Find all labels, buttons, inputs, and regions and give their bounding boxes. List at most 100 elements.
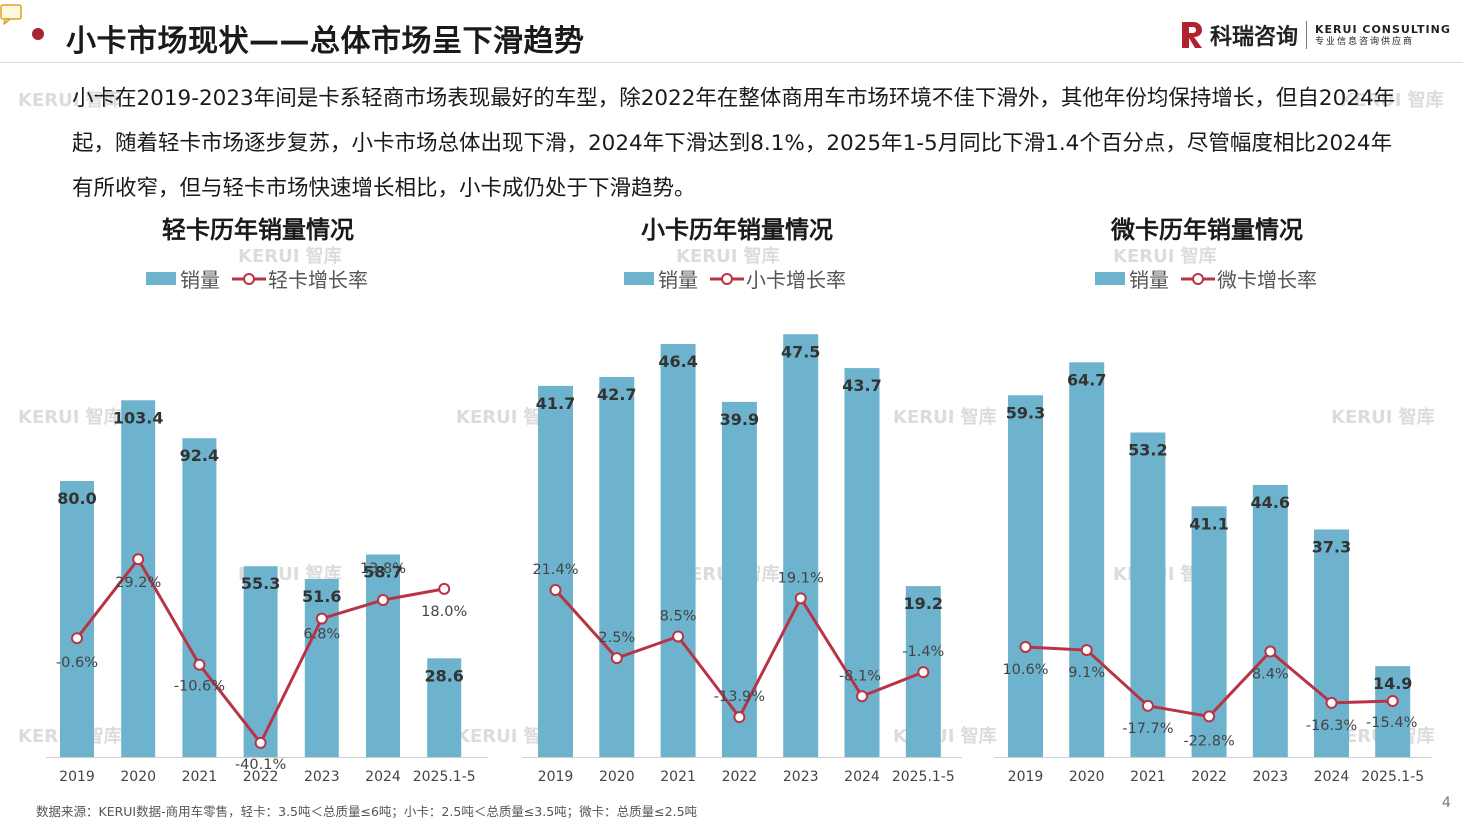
growth-rate-label: -0.6% (56, 655, 98, 671)
growth-rate-point (794, 592, 807, 605)
x-tick-label: 2019 (1008, 769, 1044, 785)
growth-rate-point (1080, 644, 1093, 657)
growth-rate-point (856, 690, 868, 703)
bar-value-label: 53.2 (1128, 440, 1167, 459)
growth-rate-label: -22.8% (1183, 733, 1234, 749)
bar-value-label: 41.1 (1189, 514, 1228, 533)
growth-rate-point (1019, 640, 1032, 653)
header-divider (0, 62, 1463, 63)
bar-value-label: 37.3 (1312, 537, 1351, 556)
bar-value-label: 39.9 (720, 410, 759, 429)
legend-label-sales: 销量 (658, 268, 698, 292)
legend-bar-swatch (1095, 272, 1125, 285)
chart-title-mini-truck: 微卡历年销量情况 (1111, 216, 1303, 244)
bar-value-label: 19.2 (904, 594, 943, 613)
sales-bar (366, 554, 400, 757)
growth-rate-label: 21.4% (532, 562, 578, 578)
legend-label-sales: 销量 (1129, 268, 1169, 292)
sales-bar (182, 438, 217, 757)
sales-bar (1252, 484, 1288, 757)
growth-rate-label: 10.6% (1002, 662, 1048, 678)
growth-rate-label: 29.2% (115, 575, 161, 591)
growth-rate-label: -1.4% (902, 644, 944, 660)
kerui-logo-mark (1182, 22, 1202, 48)
growth-rate-point (549, 584, 562, 597)
growth-rate-label: 8.4% (1252, 667, 1289, 683)
x-tick-label: 2021 (1130, 769, 1166, 785)
legend-bar-swatch (624, 272, 654, 285)
legend-label-growth: 轻卡增长率 (268, 268, 368, 292)
growth-rate-point (193, 658, 206, 671)
sales-bar (1375, 666, 1411, 757)
legend-line-swatch (232, 272, 266, 285)
growth-rate-label: -15.4% (1366, 715, 1417, 731)
legend-line-swatch (710, 272, 744, 285)
bar-value-label: 44.6 (1251, 493, 1290, 512)
x-tick-label: 2020 (599, 769, 635, 785)
growth-rate-point (132, 553, 145, 566)
growth-rate-label: 13.8% (360, 561, 406, 577)
x-tick-label: 2021 (660, 769, 696, 785)
x-tick-label: 2019 (538, 769, 574, 785)
bar-value-label: 51.6 (302, 587, 341, 606)
growth-rate-label: -16.3% (1306, 718, 1357, 734)
page-number: 4 (1442, 795, 1451, 811)
bar-value-label: 58.7 (363, 562, 402, 581)
growth-rate-point (71, 632, 83, 645)
growth-rate-point (1141, 699, 1154, 712)
bar-value-label: 42.7 (597, 385, 636, 404)
sales-bar (1069, 362, 1105, 757)
growth-rate-point (1203, 710, 1216, 723)
x-tick-label: 2022 (243, 769, 279, 785)
x-tick-label: 2022 (1191, 769, 1227, 785)
logo-english-line2: 专业信息咨询供应商 (1315, 36, 1415, 47)
sales-bar (1008, 395, 1043, 757)
x-tick-label: 2023 (1252, 769, 1288, 785)
x-tick-label: 2021 (182, 769, 218, 785)
chart-title-light-truck: 轻卡历年销量情况 (162, 216, 354, 244)
growth-rate-label: 19.1% (778, 570, 824, 586)
legend-light-truck: 销量 轻卡增长率 (146, 264, 368, 293)
bar-value-label: 14.9 (1373, 674, 1412, 693)
data-source-note: 数据来源：KERUI数据-商用车零售，轻卡：3.5吨＜总质量≤6吨；小卡：2.5… (36, 804, 698, 819)
growth-rate-point (254, 736, 267, 749)
legend-mini-truck: 销量 微卡增长率 (1095, 264, 1317, 293)
legend-bar-swatch (146, 272, 176, 285)
logo-divider (1306, 21, 1308, 49)
growth-rate-point (315, 612, 328, 625)
bar-value-label: 92.4 (180, 446, 219, 465)
legend-label-sales: 销量 (180, 268, 220, 292)
growth-rate-label: 6.8% (303, 627, 340, 643)
growth-rate-point (1264, 645, 1277, 658)
x-tick-label: 2025.1-5 (892, 769, 955, 785)
x-tick-label: 2024 (844, 769, 880, 785)
x-tick-label: 2025.1-5 (413, 769, 476, 785)
x-tick-label: 2024 (1314, 769, 1350, 785)
growth-rate-label: -8.1% (839, 668, 881, 684)
growth-rate-label: 9.1% (1068, 665, 1105, 681)
bar-value-label: 47.5 (781, 342, 820, 361)
sales-bar (783, 334, 819, 757)
logo-english-line1: KERUI CONSULTING (1315, 22, 1451, 36)
x-tick-label: 2023 (783, 769, 819, 785)
kerui-logo: 科瑞咨询 KERUI CONSULTING 专业信息咨询供应商 (1180, 18, 1451, 52)
comment-icon[interactable] (0, 4, 24, 26)
x-tick-label: 2019 (59, 769, 95, 785)
logo-chinese-name: 科瑞咨询 (1210, 25, 1299, 50)
logo-english: KERUI CONSULTING 专业信息咨询供应商 (1315, 24, 1451, 47)
growth-rate-point (917, 666, 930, 679)
bar-value-label: 103.4 (113, 408, 164, 427)
growth-rate-label: -13.9% (714, 689, 765, 705)
bar-value-label: 80.0 (57, 489, 96, 508)
legend-line-swatch (1181, 272, 1215, 285)
growth-rate-label: 8.5% (660, 609, 697, 625)
x-tick-label: 2020 (120, 769, 156, 785)
sales-bar (660, 344, 696, 757)
bar-value-label: 55.3 (241, 574, 280, 593)
growth-rate-point (438, 582, 451, 595)
legend-small-truck: 销量 小卡增长率 (624, 264, 846, 293)
growth-rate-point (1386, 695, 1399, 708)
bar-value-label: 59.3 (1006, 403, 1045, 422)
bar-value-label: 46.4 (658, 352, 697, 371)
